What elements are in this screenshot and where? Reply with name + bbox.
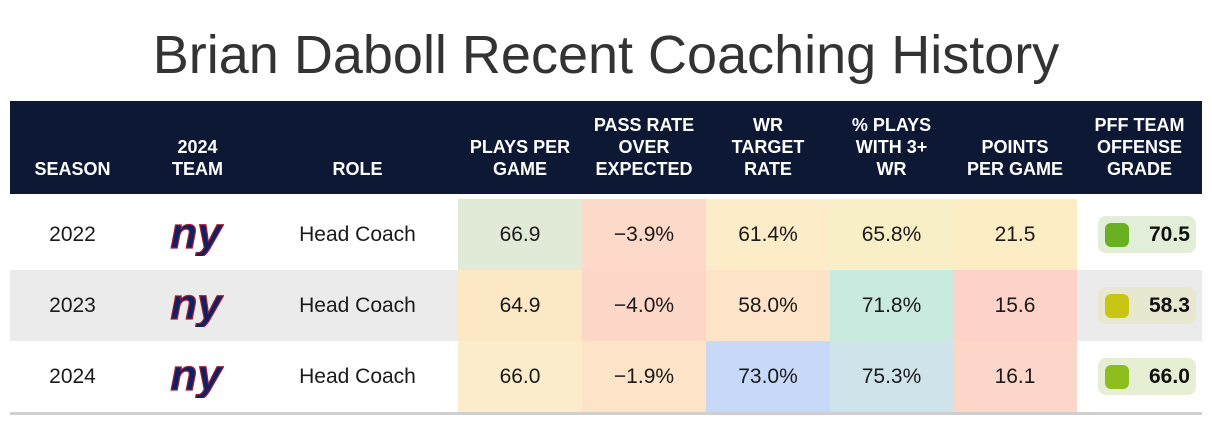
grade-color-indicator xyxy=(1105,364,1129,389)
grade-value: 58.3 xyxy=(1149,293,1190,317)
pff-grade-cell: 66.0 xyxy=(1088,341,1202,412)
giants-ny-logo-icon: ny xyxy=(168,279,225,332)
pct-plays-3wr-cell: 71.8% xyxy=(830,270,953,341)
grade-badge: 58.3 xyxy=(1098,287,1196,324)
role-cell: Head Coach xyxy=(299,222,416,246)
giants-ny-logo-icon: ny xyxy=(168,350,225,403)
header-season[interactable]: SEASON xyxy=(34,159,111,179)
pass-rate-cell: −1.9% xyxy=(582,341,706,412)
table-bottom-border xyxy=(10,412,1202,415)
season-cell: 2022 xyxy=(49,222,96,246)
header-pff-grade[interactable]: PFF TEAM OFFENSE GRADE xyxy=(1094,115,1185,179)
header-team[interactable]: 2024 TEAM xyxy=(172,137,223,179)
pct-plays-3wr-cell: 65.8% xyxy=(830,199,953,270)
header-wr-target-rate[interactable]: WR TARGET RATE xyxy=(731,115,805,179)
season-cell: 2024 xyxy=(49,364,96,388)
header-role[interactable]: ROLE xyxy=(332,159,383,179)
points-per-game-cell: 16.1 xyxy=(953,341,1077,412)
table-row: 2022 ny Head Coach 66.9 −3.9% 61.4% 65.8% 21.5 7… xyxy=(10,199,1202,270)
grade-value: 70.5 xyxy=(1149,222,1190,246)
giants-ny-logo-icon: ny xyxy=(168,208,225,261)
plays-per-game-cell: 64.9 xyxy=(458,270,582,341)
season-cell: 2023 xyxy=(49,293,96,317)
header-pass-rate-over-expected[interactable]: PASS RATE OVER EXPECTED xyxy=(593,115,695,179)
pff-grade-cell: 58.3 xyxy=(1088,270,1202,341)
svg-text:ny: ny xyxy=(170,354,224,398)
wr-target-rate-cell: 73.0% xyxy=(706,341,830,412)
page-title: Brian Daboll Recent Coaching History xyxy=(152,25,1060,85)
pff-grade-cell: 70.5 xyxy=(1088,199,1202,270)
grade-badge: 66.0 xyxy=(1098,358,1196,395)
grade-value: 66.0 xyxy=(1149,364,1190,388)
wr-target-rate-cell: 58.0% xyxy=(706,270,830,341)
plays-per-game-cell: 66.0 xyxy=(458,341,582,412)
table-row: 2023 ny Head Coach 64.9 −4.0% 58.0% 71.8% 15.6 5… xyxy=(10,270,1202,341)
points-per-game-cell: 15.6 xyxy=(953,270,1077,341)
plays-per-game-cell: 66.9 xyxy=(458,199,582,270)
svg-text:ny: ny xyxy=(170,283,224,327)
pass-rate-cell: −3.9% xyxy=(582,199,706,270)
points-per-game-cell: 21.5 xyxy=(953,199,1077,270)
svg-text:ny: ny xyxy=(170,212,224,256)
header-pct-plays-3wr[interactable]: % PLAYS WITH 3+ WR xyxy=(851,115,932,179)
table-header: SEASON 2024 TEAM ROLE PLAYS PER GAME PASS … xyxy=(10,101,1202,194)
table-row: 2024 ny Head Coach 66.0 −1.9% 73.0% 75.3% 16.1 6… xyxy=(10,341,1202,412)
pass-rate-cell: −4.0% xyxy=(582,270,706,341)
grade-color-indicator xyxy=(1105,222,1129,247)
grade-color-indicator xyxy=(1105,293,1129,318)
header-points-per-game[interactable]: POINTS PER GAME xyxy=(966,137,1063,179)
pct-plays-3wr-cell: 75.3% xyxy=(830,341,953,412)
wr-target-rate-cell: 61.4% xyxy=(706,199,830,270)
role-cell: Head Coach xyxy=(299,293,416,317)
role-cell: Head Coach xyxy=(299,364,416,388)
header-plays-per-game[interactable]: PLAYS PER GAME xyxy=(469,137,571,179)
grade-badge: 70.5 xyxy=(1098,216,1196,253)
